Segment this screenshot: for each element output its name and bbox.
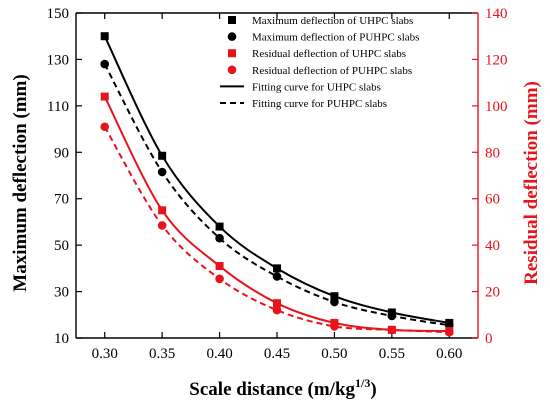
legend-marker-circle <box>227 65 237 75</box>
legend-label: Fitting curve for UHPC slabs <box>252 81 381 93</box>
x-tick-label: 0.35 <box>149 346 175 362</box>
point-series-0 <box>273 264 281 273</box>
y-tick-label: 50 <box>54 238 69 254</box>
y2-tick-label: 80 <box>485 145 500 161</box>
point-series-3 <box>100 122 110 132</box>
y2-axis-title: Residual deflection (mm) <box>521 81 542 285</box>
y2-tick-label: 100 <box>485 99 508 115</box>
x-tick-label: 0.60 <box>436 346 462 362</box>
axes-layer: 0.30 0.35 0.40 0.45 0.50 0.55 0.60 10 30 50 70 90 11… <box>47 6 508 362</box>
point-series-2 <box>158 206 167 215</box>
y-axis-title: Maximum deflection (mm) <box>10 74 31 291</box>
data-points-layer <box>100 32 454 337</box>
point-series-3 <box>444 327 454 337</box>
x-tick-label: 0.30 <box>92 346 118 362</box>
y2-tick-label: 140 <box>485 6 508 22</box>
y2-tick-label: 40 <box>485 238 500 254</box>
x-axis-title-sup: 1/3 <box>355 376 370 390</box>
legend: Maximum deflection of UHPC slabs Maximum … <box>220 15 419 110</box>
point-series-0 <box>100 32 109 41</box>
y-tick-label: 70 <box>54 192 69 208</box>
x-tick-label: 0.50 <box>321 346 347 362</box>
x-tick-label: 0.45 <box>264 346 290 362</box>
point-series-1 <box>387 311 397 321</box>
y-tick-label: 130 <box>47 52 70 68</box>
point-series-1 <box>272 272 282 281</box>
point-series-3 <box>157 221 167 230</box>
point-series-3 <box>215 274 224 284</box>
x-axis-title-end: ) <box>370 379 376 400</box>
legend-label: Residual deflection of UHPC slabs <box>252 48 406 60</box>
point-series-1 <box>157 167 167 177</box>
y-tick-label: 90 <box>54 145 69 161</box>
legend-label: Maximum deflection of PUHPC slabs <box>252 32 419 44</box>
y-tick-label: 110 <box>47 99 69 115</box>
y2-tick-label: 0 <box>485 331 493 347</box>
point-series-1 <box>330 297 339 307</box>
point-series-1 <box>100 59 110 69</box>
legend-marker-circle <box>227 32 237 41</box>
legend-marker-square <box>228 16 236 24</box>
point-series-2 <box>100 92 109 101</box>
point-series-2 <box>215 262 224 271</box>
point-series-0 <box>158 151 167 160</box>
legend-label: Fitting curve for PUHPC slabs <box>252 98 387 110</box>
point-series-3 <box>272 305 282 315</box>
y2-tick-label: 60 <box>485 192 500 208</box>
point-series-0 <box>215 222 224 231</box>
point-series-2 <box>273 299 281 308</box>
point-series-0 <box>330 292 339 301</box>
y-tick-label: 10 <box>54 331 69 347</box>
x-axis-title-main: Scale distance (m/kg <box>189 379 355 400</box>
point-series-3 <box>330 322 339 331</box>
legend-label: Residual deflection of PUHPC slabs <box>252 65 412 77</box>
y-tick-label: 150 <box>47 6 70 22</box>
fit-curve-2 <box>103 96 450 333</box>
x-tick-label: 0.40 <box>206 346 232 362</box>
point-series-1 <box>215 233 224 243</box>
x-axis-title: Scale distance (m/kg1/3) <box>189 376 376 400</box>
legend-label: Maximum deflection of UHPC slabs <box>252 15 413 27</box>
legend-marker-square <box>228 49 236 58</box>
y-tick-label: 30 <box>54 285 69 301</box>
point-series-3 <box>387 325 397 335</box>
y2-tick-label: 120 <box>485 52 508 68</box>
x-tick-label: 0.55 <box>379 346 405 362</box>
y2-tick-label: 20 <box>485 285 500 301</box>
